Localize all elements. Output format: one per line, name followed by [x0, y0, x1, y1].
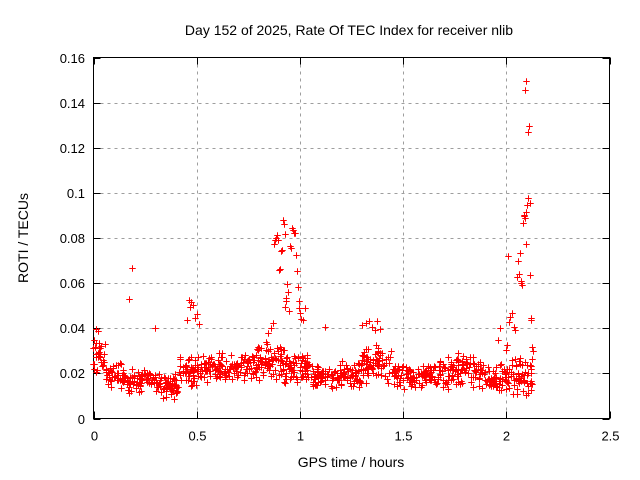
x-tick-label: 1.5 [394, 429, 412, 444]
y-tick-label: 0.16 [60, 51, 85, 66]
gridlines [93, 57, 610, 419]
x-tick-label: 2.5 [601, 429, 619, 444]
tick-labels: 0 0.5 1 1.5 2 2.5 0 0.02 0.04 0.06 0.08 0.1 0.12 0.14… [60, 51, 620, 444]
scatter-points [90, 78, 537, 403]
x-tick-label: 2 [503, 429, 510, 444]
x-tick-label: 0.5 [188, 429, 206, 444]
x-tick-label: 1 [297, 429, 304, 444]
chart-title: Day 152 of 2025, Rate Of TEC Index for r… [185, 22, 513, 38]
y-tick-label: 0.06 [60, 276, 85, 291]
y-tick-label: 0 [78, 412, 85, 427]
y-tick-label: 0.04 [60, 321, 85, 336]
x-axis-label: GPS time / hours [298, 454, 405, 470]
x-tick-label: 0 [91, 429, 98, 444]
y-tick-label: 0.08 [60, 231, 85, 246]
y-axis-label: ROTI / TECUs [15, 193, 31, 283]
axis-ticks [93, 57, 611, 420]
data-series [90, 78, 537, 403]
y-tick-label: 0.12 [60, 141, 85, 156]
y-tick-label: 0.14 [60, 96, 85, 111]
y-tick-label: 0.02 [60, 366, 85, 381]
y-tick-label: 0.1 [67, 186, 85, 201]
